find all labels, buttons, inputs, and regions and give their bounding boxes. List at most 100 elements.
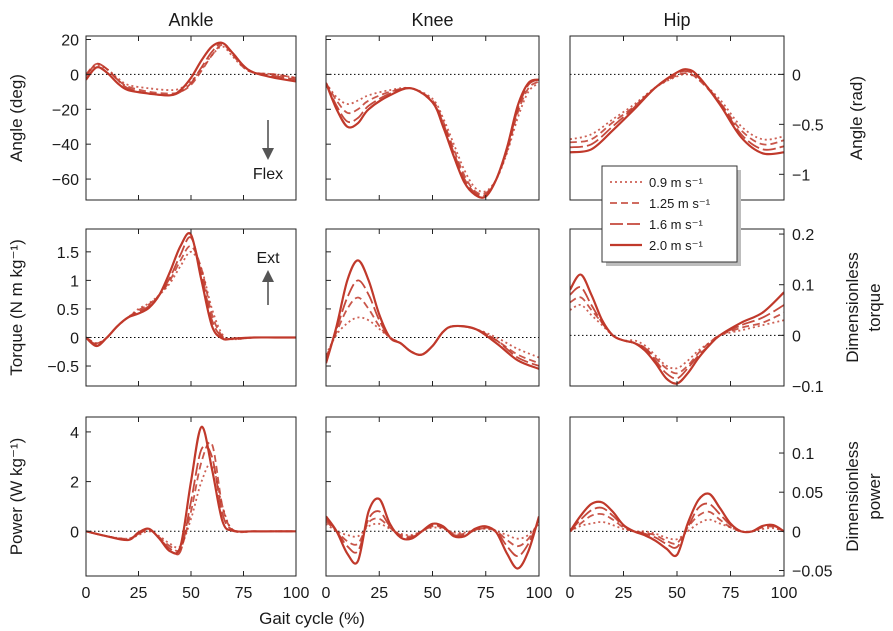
y2-tick-label: −0.1 — [792, 379, 824, 396]
panel-power-hip: 0 25 50 75 100 0.1 0.05 0 −0.05 — [566, 416, 833, 602]
x-tick-label: 100 — [771, 585, 798, 602]
x-tick-label: 25 — [130, 585, 148, 602]
y2-axis-label-power-line1: Dimensionless — [843, 441, 862, 552]
y2-tick-label: 0 — [792, 67, 801, 84]
series-group — [570, 68, 784, 156]
y2-axis-label-torque-line1: Dimensionless — [843, 252, 862, 363]
series-group — [86, 232, 296, 348]
series-group — [86, 425, 296, 556]
legend-label-2: 1.25 m s⁻¹ — [649, 196, 711, 211]
y2-tick-label: −0.05 — [792, 564, 833, 581]
y-axis-label-power: Power (W kg⁻¹) — [7, 438, 26, 556]
series-line-3 — [326, 510, 539, 557]
series-line-2 — [86, 43, 296, 95]
x-tick-label: 0 — [82, 585, 91, 602]
flex-annotation: Flex — [253, 166, 283, 183]
panel-frame — [85, 416, 297, 577]
x-tick-label: 50 — [182, 585, 200, 602]
legend-label-4: 2.0 m s⁻¹ — [649, 238, 703, 253]
series-line-1 — [570, 518, 784, 541]
column-title-ankle: Ankle — [168, 10, 213, 30]
x-tick-label: 50 — [424, 585, 442, 602]
y2-tick-label: −0.5 — [792, 117, 824, 134]
y-tick-label: 1 — [70, 273, 79, 290]
series-line-1 — [326, 82, 539, 193]
series-line-2 — [86, 441, 296, 552]
series-line-4 — [326, 78, 539, 199]
y-tick-label: 1.5 — [57, 245, 79, 262]
titles-layer: Ankle Knee Hip Angle (deg) Angle (rad) Torque… — [7, 10, 884, 555]
y-tick-label: −20 — [52, 102, 79, 119]
panel-torque-ankle: 1.5 1 0.5 0 −0.5 Ext — [47, 228, 297, 387]
x-tick-label: 75 — [722, 585, 740, 602]
series-line-3 — [570, 502, 784, 549]
flex-arrow-head — [262, 148, 274, 160]
y-axis-label-torque: Torque (N m kg⁻¹) — [7, 239, 26, 376]
legend-label-1: 0.9 m s⁻¹ — [649, 175, 703, 190]
y-tick-label: 0 — [70, 330, 79, 347]
legend-label-3: 1.6 m s⁻¹ — [649, 217, 703, 232]
y2-axis-label-angle: Angle (rad) — [847, 76, 866, 160]
x-tick-label: 25 — [615, 585, 633, 602]
y2-tick-label: 0.05 — [792, 485, 823, 502]
column-title-knee: Knee — [411, 10, 453, 30]
series-line-4 — [326, 259, 539, 370]
x-tick-label: 25 — [370, 585, 388, 602]
y-tick-label: −40 — [52, 137, 79, 154]
x-tick-label: 0 — [322, 585, 331, 602]
y2-tick-label: 0.1 — [792, 446, 814, 463]
series-line-2 — [570, 72, 784, 146]
y2-tick-label: 0 — [792, 524, 801, 541]
y-axis-label-angle: Angle (deg) — [7, 74, 26, 162]
y-tick-label: 0 — [70, 524, 79, 541]
y-tick-label: 4 — [70, 425, 79, 442]
x-tick-label: 100 — [283, 585, 310, 602]
series-line-4 — [570, 492, 784, 558]
y2-tick-label: 0.2 — [792, 227, 814, 244]
series-line-3 — [326, 78, 539, 197]
x-tick-label: 75 — [235, 585, 253, 602]
x-tick-label: 75 — [477, 585, 495, 602]
column-title-hip: Hip — [663, 10, 690, 30]
series-group — [570, 273, 784, 385]
series-line-1 — [570, 304, 784, 370]
series-line-4 — [86, 41, 296, 97]
y2-tick-label: 0.1 — [792, 278, 814, 295]
y-tick-label: 2 — [70, 475, 79, 492]
x-tick-label: 50 — [668, 585, 686, 602]
series-group — [86, 41, 296, 97]
series-line-1 — [326, 522, 539, 540]
series-group — [326, 497, 539, 570]
series-group — [326, 259, 539, 370]
x-axis-label: Gait cycle (%) — [259, 609, 365, 628]
panel-power-knee: 0 25 50 75 100 — [322, 416, 553, 602]
y-tick-label: −0.5 — [47, 359, 79, 376]
series-group — [570, 492, 784, 558]
panel-frame — [325, 228, 540, 387]
series-line-4 — [570, 68, 784, 156]
x-tick-label: 0 — [566, 585, 575, 602]
panel-torque-knee — [325, 228, 540, 387]
series-line-3 — [570, 286, 784, 380]
y-tick-label: −60 — [52, 172, 79, 189]
panel-torque-hip: 0.2 0.1 0 −0.1 — [569, 227, 824, 396]
panels-layer: 2 0 0 −20 −40 −60 Flex 0 −0.5 −1 1.5 1 0.5 0 −0.5 Ext 0.… — [47, 32, 832, 602]
panel-frame — [569, 416, 785, 577]
ext-arrow-head — [262, 270, 274, 282]
series-line-4 — [570, 273, 784, 385]
y2-axis-label-power-line2: power — [865, 473, 884, 520]
legend: 0.9 m s⁻¹ 1.25 m s⁻¹ 1.6 m s⁻¹ 2.0 m s⁻¹ — [601, 165, 741, 266]
y-tick-label: 0.5 — [57, 302, 79, 319]
series-line-3 — [570, 70, 784, 151]
series-group — [326, 78, 539, 199]
panel-angle-knee — [325, 35, 540, 201]
series-line-1 — [570, 73, 784, 141]
series-line-3 — [86, 42, 296, 97]
ext-annotation: Ext — [256, 250, 280, 267]
y2-tick-label: −1 — [792, 167, 810, 184]
y-tick-label: 0 — [70, 67, 79, 84]
x-tick-label: 100 — [526, 585, 553, 602]
panel-power-ankle: 0 25 50 75 100 4 2 0 — [70, 416, 310, 602]
y2-tick-label: 0 — [792, 328, 801, 345]
